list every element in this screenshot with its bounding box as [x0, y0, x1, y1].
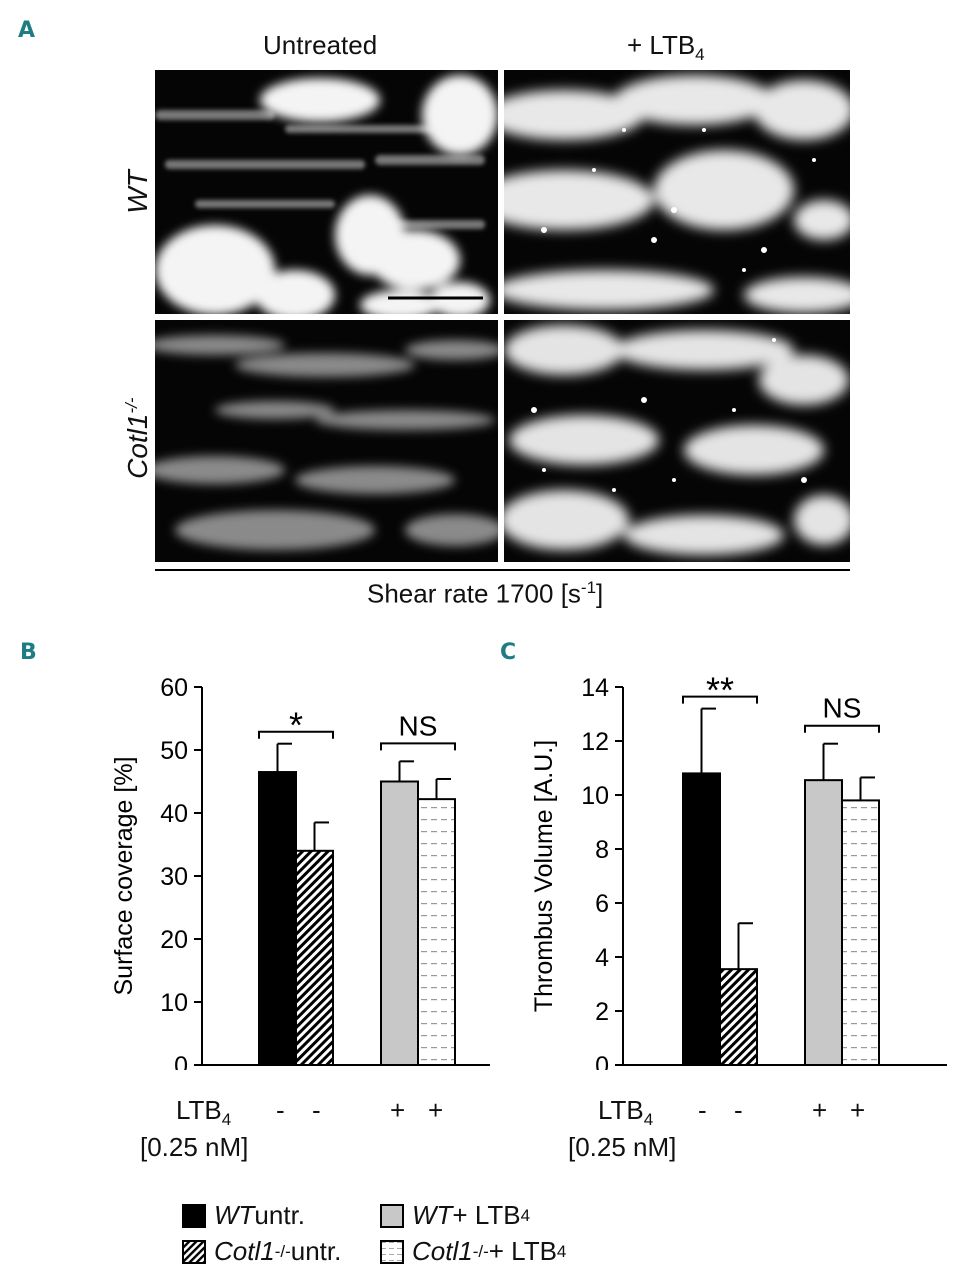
y-tick-label: 0 — [595, 1052, 609, 1070]
y-tick-label: 10 — [581, 782, 609, 810]
significance-bracket — [258, 730, 334, 739]
legend-swatch-cotl1-untr — [182, 1239, 206, 1264]
legend-cotl1-ltb4: Cotl1 -/- + LTB 4 — [380, 1236, 566, 1267]
micrograph-wt-ltb4 — [504, 70, 850, 314]
y-axis-label: Surface coverage [%] — [110, 756, 138, 995]
bar — [719, 968, 758, 1066]
y-tick-label: 50 — [160, 737, 188, 765]
y-tick-label: 8 — [595, 836, 609, 864]
y-tick-label: 0 — [174, 1052, 188, 1070]
y-tick-label: 10 — [160, 989, 188, 1017]
y-tick-label: 14 — [581, 674, 609, 702]
sign-c-3: + — [812, 1095, 828, 1125]
sign-b-2: - — [312, 1095, 321, 1125]
y-tick-label: 12 — [581, 728, 609, 756]
legend-swatch-cotl1-ltb4 — [380, 1239, 404, 1264]
ltb4-label-c: LTB4 — [598, 1095, 654, 1130]
y-tick-label: 6 — [595, 890, 609, 918]
panel-letter-c: C — [500, 640, 517, 665]
significance-bracket — [380, 742, 456, 751]
bar — [380, 780, 419, 1066]
bar — [417, 798, 456, 1066]
bar — [841, 799, 880, 1066]
sign-c-4: + — [850, 1095, 866, 1125]
panel-letter-a: A — [18, 18, 36, 43]
sign-c-1: - — [698, 1095, 707, 1125]
bar — [682, 772, 721, 1067]
sign-c-2: - — [734, 1095, 743, 1125]
legend-wt-untr: WT untr. — [182, 1200, 305, 1231]
micrograph-cotl1-ltb4 — [504, 320, 850, 562]
legend-swatch-wt-ltb4 — [380, 1203, 404, 1228]
legend-cotl1-untr: Cotl1 -/- untr. — [182, 1236, 341, 1267]
micrograph-wt-untreated — [155, 70, 498, 314]
panel-letter-b: B — [20, 640, 37, 665]
chart-b: 0 10 20 30 40 50 60 Surface coverage [%] * NS — [110, 674, 490, 1070]
col-header-untreated: Untreated — [263, 30, 378, 60]
significance-label: * — [289, 705, 303, 746]
y-tick-label: 30 — [160, 863, 188, 891]
y-tick-label: 20 — [160, 926, 188, 954]
sign-b-3: + — [390, 1095, 406, 1125]
conc-label-c: [0.25 nM] — [568, 1132, 677, 1162]
y-axis-label: Thrombus Volume [A.U.] — [530, 740, 558, 1012]
chart-c: 0 2 4 6 8 10 12 14 Thrombus Volume [A.U.] ** NS — [530, 670, 947, 1070]
row-label-cotl1: Cotl1-/- — [121, 397, 154, 479]
y-tick-label: 4 — [595, 944, 609, 972]
y-tick-label: 40 — [160, 800, 188, 828]
bar — [295, 849, 334, 1066]
sign-b-1: - — [276, 1095, 285, 1125]
significance-bracket — [804, 724, 880, 733]
legend-swatch-wt-untr — [182, 1203, 206, 1228]
micrograph-cotl1-untreated — [155, 320, 498, 562]
bar — [258, 771, 297, 1067]
y-tick-label: 60 — [160, 674, 188, 702]
significance-label: NS — [399, 710, 438, 741]
sign-b-4: + — [428, 1095, 444, 1125]
legend-wt-ltb4: WT + LTB 4 — [380, 1200, 530, 1231]
bar — [804, 779, 843, 1067]
significance-label: ** — [706, 670, 734, 711]
significance-label: NS — [823, 693, 862, 724]
ltb4-label-b: LTB4 — [176, 1095, 232, 1130]
y-tick-label: 2 — [595, 998, 609, 1026]
conc-label-b: [0.25 nM] — [140, 1132, 249, 1162]
significance-bracket — [682, 695, 758, 704]
col-header-ltb4: + LTB4 — [627, 30, 705, 65]
row-label-wt: WT — [122, 170, 153, 214]
shear-rate-label: Shear rate 1700 [s-1] — [367, 578, 604, 609]
shear-rate-rule — [155, 569, 850, 571]
